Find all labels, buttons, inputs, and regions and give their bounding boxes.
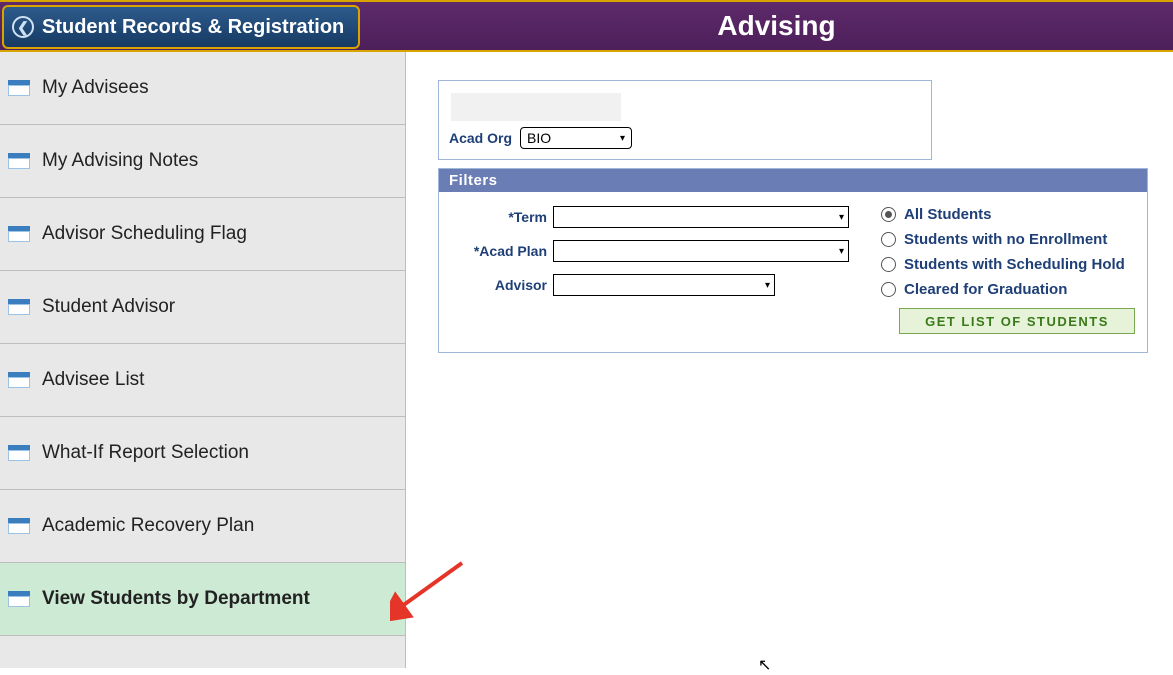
radio-icon — [881, 207, 896, 222]
term-select[interactable]: ▾ — [553, 206, 849, 228]
acad-org-value: BIO — [527, 130, 551, 146]
radio-label: Students with Scheduling Hold — [904, 256, 1125, 273]
page-icon — [8, 299, 30, 315]
sidebar-item-label: Advisor Scheduling Flag — [42, 223, 247, 245]
chevron-down-icon: ▾ — [620, 133, 625, 144]
acad-plan-select[interactable]: ▾ — [553, 240, 849, 262]
filters-panel: Filters *Term ▾ *Acad Plan ▾ Advisor — [438, 168, 1148, 353]
acad-org-label: Acad Org — [449, 130, 512, 146]
sidebar-item-label: What-If Report Selection — [42, 442, 249, 464]
page-icon — [8, 226, 30, 242]
radio-icon — [881, 282, 896, 297]
radio-all-students[interactable]: All Students — [881, 206, 1135, 223]
sidebar-item-academic-recovery[interactable]: Academic Recovery Plan — [0, 490, 405, 563]
advisor-label: Advisor — [457, 277, 553, 293]
radio-label: Cleared for Graduation — [904, 281, 1067, 298]
page-icon — [8, 518, 30, 534]
top-bar: ❮ Student Records & Registration Advisin… — [0, 0, 1173, 52]
sidebar: My Advisees My Advising Notes Advisor Sc… — [0, 52, 406, 668]
acad-org-select[interactable]: BIO ▾ — [520, 127, 632, 149]
sidebar-item-label: Advisee List — [42, 369, 144, 391]
term-label: *Term — [457, 209, 553, 225]
get-list-button[interactable]: GET LIST OF STUDENTS — [899, 308, 1135, 334]
page-title: Advising — [0, 10, 1173, 42]
chevron-down-icon: ▾ — [839, 246, 844, 257]
sidebar-item-my-advising-notes[interactable]: My Advising Notes — [0, 125, 405, 198]
chevron-down-icon: ▾ — [765, 280, 770, 291]
acad-plan-label: *Acad Plan — [457, 243, 553, 259]
sidebar-item-my-advisees[interactable]: My Advisees — [0, 52, 405, 125]
sidebar-item-advisor-scheduling-flag[interactable]: Advisor Scheduling Flag — [0, 198, 405, 271]
chevron-down-icon: ▾ — [839, 212, 844, 223]
sidebar-item-label: Academic Recovery Plan — [42, 515, 254, 537]
page-icon — [8, 153, 30, 169]
sidebar-item-label: My Advising Notes — [42, 150, 198, 172]
sidebar-item-label: View Students by Department — [42, 588, 310, 610]
sidebar-item-view-students-by-dept[interactable]: View Students by Department — [0, 563, 405, 636]
filter-right-column: All Students Students with no Enrollment… — [881, 206, 1135, 334]
sidebar-item-student-advisor[interactable]: Student Advisor — [0, 271, 405, 344]
page-icon — [8, 372, 30, 388]
sidebar-item-label: Student Advisor — [42, 296, 175, 318]
radio-label: Students with no Enrollment — [904, 231, 1107, 248]
sidebar-item-advisee-list[interactable]: Advisee List — [0, 344, 405, 417]
sidebar-item-label: My Advisees — [42, 77, 149, 99]
page-icon — [8, 445, 30, 461]
redacted-field — [451, 93, 621, 121]
radio-cleared-graduation[interactable]: Cleared for Graduation — [881, 281, 1135, 298]
filter-left-column: *Term ▾ *Acad Plan ▾ Advisor ▾ — [457, 206, 857, 334]
filters-header: Filters — [439, 169, 1147, 192]
radio-label: All Students — [904, 206, 992, 223]
sidebar-item-whatif-report[interactable]: What-If Report Selection — [0, 417, 405, 490]
radio-icon — [881, 232, 896, 247]
advisor-select[interactable]: ▾ — [553, 274, 775, 296]
page-icon — [8, 80, 30, 96]
radio-no-enrollment[interactable]: Students with no Enrollment — [881, 231, 1135, 248]
page-icon — [8, 591, 30, 607]
acad-org-panel: Acad Org BIO ▾ — [438, 80, 932, 160]
main-content: Acad Org BIO ▾ Filters *Term ▾ *Acad Pla… — [406, 52, 1173, 668]
radio-icon — [881, 257, 896, 272]
radio-scheduling-hold[interactable]: Students with Scheduling Hold — [881, 256, 1135, 273]
